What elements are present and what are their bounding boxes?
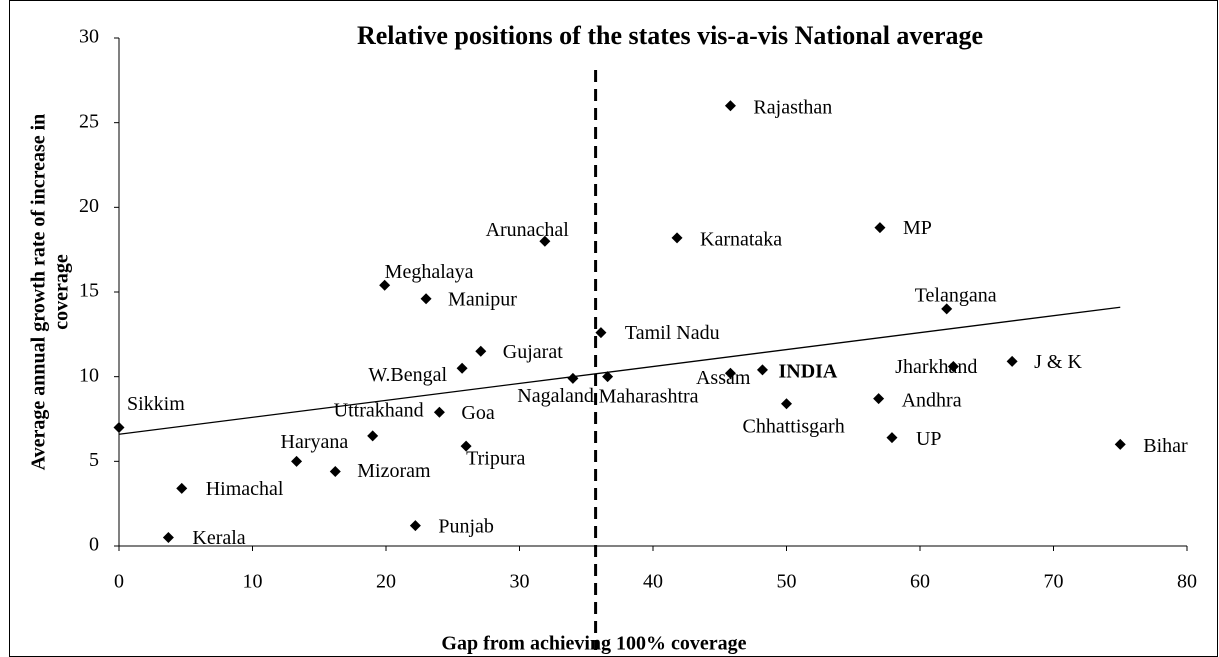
- point-label: Himachal: [206, 478, 284, 500]
- point: [329, 465, 341, 477]
- point-label: Sikkim: [127, 393, 185, 415]
- y-tick-label: 0: [89, 534, 99, 556]
- y-axis-label: coverage: [51, 254, 73, 330]
- trendline: [118, 306, 1121, 435]
- point: [781, 398, 792, 410]
- point-label: Bihar: [1143, 435, 1188, 457]
- point: [162, 532, 174, 544]
- y-tick-label: 25: [79, 110, 99, 132]
- point-label: Gujarat: [503, 341, 563, 363]
- point-label: Tripura: [466, 448, 525, 470]
- point-label: W.Bengal: [368, 364, 447, 386]
- point: [379, 279, 391, 291]
- x-tick-label: 60: [910, 571, 930, 593]
- point-label: Arunachal: [486, 219, 570, 241]
- point-label: MP: [903, 217, 932, 239]
- chart-title: Relative positions of the states vis-a-v…: [357, 21, 983, 50]
- x-tick-label: 50: [777, 571, 797, 593]
- point-label: Kerala: [192, 527, 245, 549]
- x-tick-label: 80: [1177, 571, 1197, 593]
- point-label: INDIA: [778, 360, 837, 382]
- y-tick-label: 15: [79, 280, 99, 302]
- x-tick-label: 10: [243, 571, 263, 593]
- point: [433, 406, 445, 418]
- point: [1006, 355, 1018, 367]
- point: [941, 303, 953, 315]
- y-tick-label: 20: [79, 195, 99, 217]
- frame: [9, 0, 1218, 657]
- point: [456, 362, 468, 374]
- point-label: Andhra: [902, 389, 962, 411]
- point-label: Uttrakhand: [334, 400, 424, 422]
- x-tick-label: 30: [510, 571, 530, 593]
- point: [176, 482, 188, 494]
- point-label: Nagaland: [517, 385, 594, 407]
- point-label: Tamil Nadu: [625, 322, 720, 344]
- point: [886, 432, 898, 444]
- point-label: Goa: [461, 402, 494, 424]
- point-label: UP: [916, 428, 942, 450]
- point-label: Telangana: [915, 285, 997, 307]
- point: [724, 100, 736, 112]
- point: [367, 430, 379, 442]
- point-label: Mizoram: [357, 460, 431, 482]
- point-label: Karnataka: [700, 228, 782, 250]
- x-tick-label: 20: [376, 571, 396, 593]
- point-label: Chhattisgarh: [743, 415, 845, 437]
- x-tick-label: 70: [1044, 571, 1064, 593]
- point: [409, 520, 421, 532]
- y-tick-label: 5: [89, 449, 99, 471]
- y-tick-label: 10: [79, 364, 99, 386]
- point: [874, 222, 886, 234]
- point: [1114, 438, 1126, 450]
- point: [595, 327, 607, 339]
- point: [756, 364, 768, 376]
- point-label: Meghalaya: [385, 261, 474, 283]
- point-label: Rajasthan: [753, 96, 832, 118]
- point: [724, 367, 736, 379]
- x-axis-label: Gap from achieving 100% coverage: [441, 633, 746, 655]
- point-label: J & K: [1034, 351, 1082, 373]
- point: [947, 361, 959, 373]
- point-label: Manipur: [448, 288, 517, 310]
- y-axis-label: Average annual growth rate of increase i…: [28, 114, 50, 471]
- x-tick-label: 40: [643, 571, 663, 593]
- point: [475, 345, 487, 357]
- point: [602, 371, 614, 383]
- point-label: Assam: [696, 367, 751, 389]
- point-label: Punjab: [438, 515, 494, 537]
- point: [873, 393, 885, 405]
- point: [291, 455, 303, 467]
- point-label: Jharkhand: [895, 356, 977, 378]
- point-label: Haryana: [281, 431, 349, 453]
- point: [420, 293, 432, 305]
- point: [113, 421, 125, 433]
- x-tick-label: 0: [114, 571, 124, 593]
- y-tick-label: 30: [79, 26, 99, 48]
- point: [567, 372, 579, 384]
- point-label: Maharashtra: [599, 385, 699, 407]
- point: [460, 440, 472, 452]
- point: [539, 235, 551, 247]
- point: [671, 232, 683, 244]
